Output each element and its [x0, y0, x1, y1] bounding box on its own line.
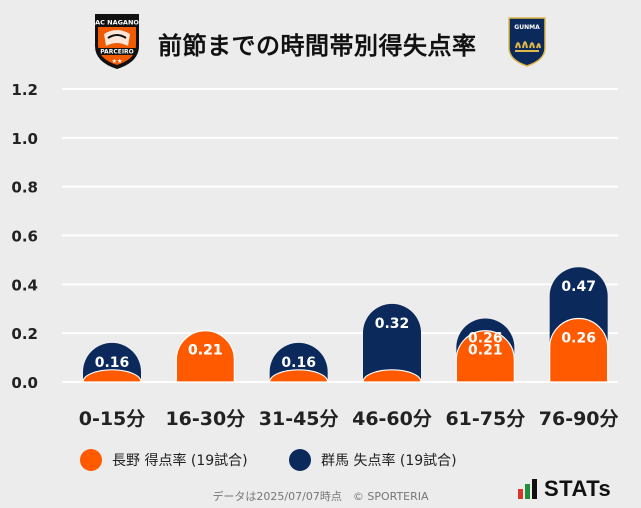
- y-tick-label: 0.2: [11, 325, 38, 343]
- legend-swatch-orange: [80, 449, 102, 471]
- legend-item-gunma: 群馬 失点率 (19試合): [289, 449, 457, 471]
- legend-swatch-navy: [289, 449, 311, 471]
- bar-nagano: [82, 369, 142, 383]
- data-label-nagano: 0.21: [468, 343, 503, 359]
- y-tick-label: 1.2: [11, 81, 38, 99]
- bar-nagano: [362, 369, 422, 383]
- gunma-logo: GUNMA: [508, 17, 546, 67]
- legend-label: 長野 得点率 (19試合): [112, 453, 248, 469]
- data-label-nagano: 0.21: [188, 343, 223, 359]
- x-axis-ticks: 0-15分 16-30分 31-45分 46-60分 61-75分 76-90分: [79, 408, 619, 430]
- bars: 0.160.210.210.160.320.260.210.470.26: [82, 267, 609, 383]
- data-label-nagano: 0.26: [561, 331, 596, 347]
- bar-chart: 0.0 0.2 0.4 0.6 0.8 1.0 1.2 0.16 0.21 0.21 0.16 0.…: [11, 81, 619, 430]
- stats-brand: STATs: [518, 476, 611, 502]
- data-label-gunma: 0.16: [281, 355, 316, 371]
- svg-text:★★: ★★: [112, 58, 123, 65]
- y-tick-label: 0.6: [11, 228, 38, 246]
- bar-nagano: [175, 330, 235, 383]
- data-label-gunma: 0.16: [95, 355, 130, 371]
- y-tick-label: 0.4: [11, 276, 38, 294]
- data-label-gunma: 0.26: [468, 331, 503, 347]
- logo-text-bottom: PARCEIRO: [100, 49, 134, 56]
- y-tick-label: 0.8: [11, 179, 38, 197]
- x-tick-label: 46-60分: [352, 408, 432, 430]
- logo-text: GUNMA: [514, 24, 540, 31]
- x-tick-label: 0-15分: [79, 408, 146, 430]
- bar-nagano: [455, 330, 515, 383]
- y-tick-label: 1.0: [11, 130, 38, 148]
- x-tick-label: 61-75分: [445, 408, 525, 430]
- x-tick-label: 16-30分: [165, 408, 245, 430]
- y-axis-ticks: 0.0 0.2 0.4 0.6 0.8 1.0 1.2: [11, 81, 38, 392]
- nagano-parceiro-logo: AC NAGANO PARCEIRO ★★: [95, 14, 139, 69]
- legend-item-nagano: 長野 得点率 (19試合): [80, 449, 248, 471]
- bar-nagano: [269, 369, 329, 383]
- data-label-gunma: 0.21: [188, 343, 223, 359]
- bar-gunma: [363, 303, 421, 382]
- grid-lines: [62, 88, 618, 383]
- stats-bars-icon: [518, 479, 537, 499]
- y-tick-label: 0.0: [11, 374, 38, 392]
- legend-label: 群馬 失点率 (19試合): [321, 453, 457, 469]
- stats-brand-text: STATs: [544, 476, 612, 501]
- x-tick-label: 76-90分: [539, 408, 619, 430]
- bar-nagano: [549, 317, 609, 383]
- logo-text-top: AC NAGANO: [95, 19, 139, 27]
- source-note: データは2025/07/07時点 © SPORTERIA: [212, 490, 429, 503]
- data-label-gunma: 0.32: [375, 316, 410, 332]
- data-label-gunma: 0.47: [561, 279, 596, 295]
- chart-title: 前節までの時間帯別得失点率: [158, 32, 477, 60]
- x-tick-label: 31-45分: [259, 408, 339, 430]
